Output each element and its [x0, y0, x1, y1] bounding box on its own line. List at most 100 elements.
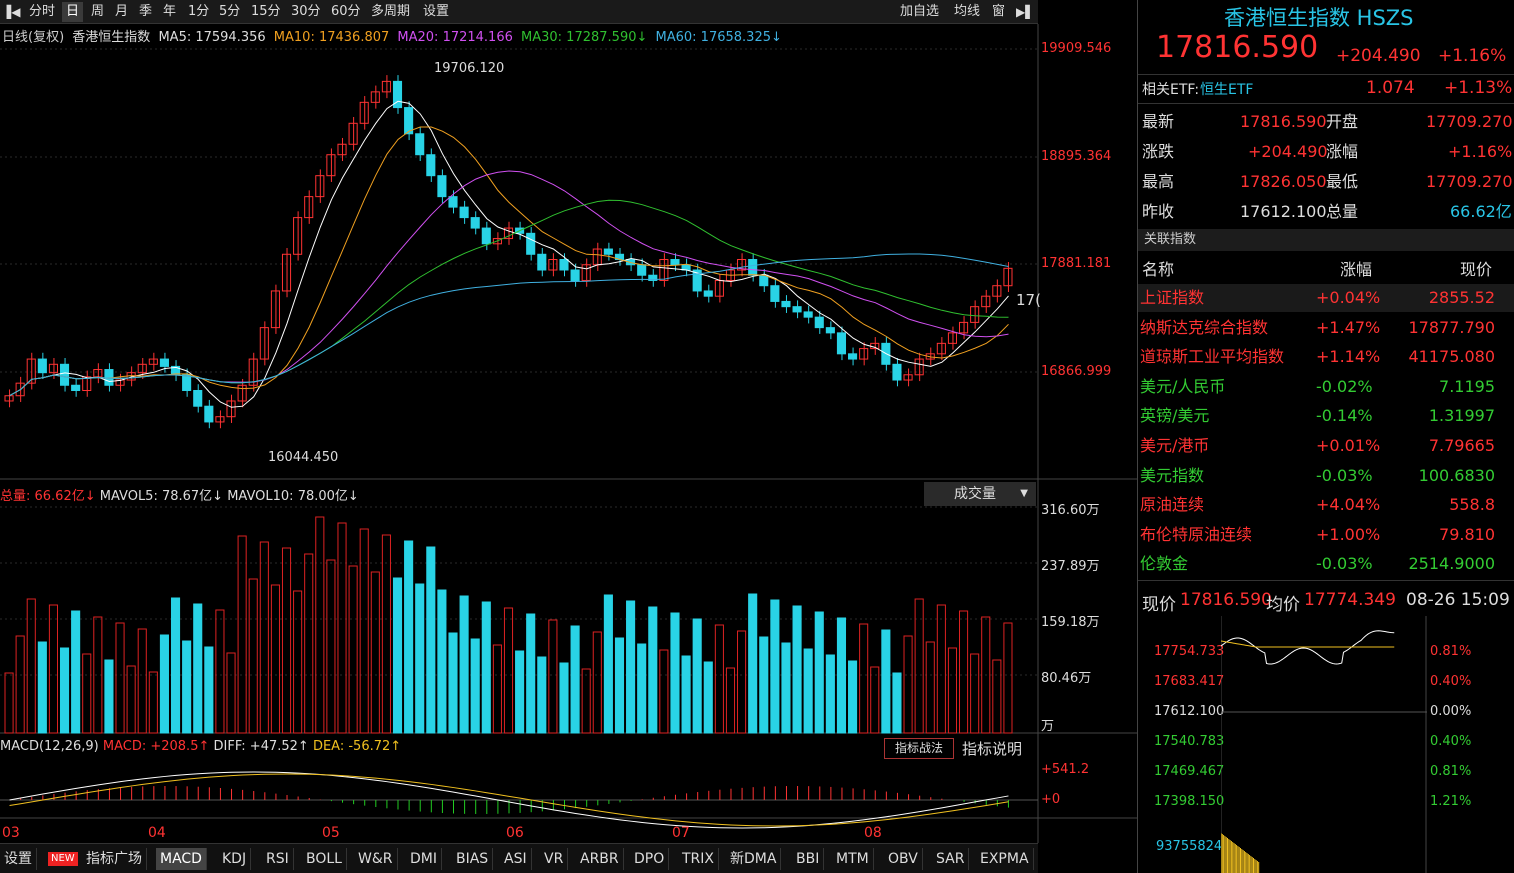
- volume-bar: [426, 546, 436, 734]
- add-favorite-button[interactable]: 加自选: [900, 4, 940, 19]
- tab-boll[interactable]: BOLL: [302, 848, 347, 870]
- tab-bias[interactable]: BIAS: [452, 848, 494, 870]
- indicator-help-button[interactable]: 指标说明: [962, 740, 1023, 758]
- ma-toggle-button[interactable]: 均线: [954, 4, 981, 19]
- related-row[interactable]: 布伦特原油连续 +1.00% 79.810: [1138, 521, 1514, 549]
- expand-right-icon[interactable]: ▶▌: [1016, 5, 1035, 19]
- tab-bbi[interactable]: BBI: [792, 848, 825, 870]
- tab-vr[interactable]: VR: [540, 848, 569, 870]
- tab-settings[interactable]: 设置: [423, 4, 450, 19]
- related-row[interactable]: 伦敦金 -0.03% 2514.9000: [1138, 550, 1514, 578]
- tab-daily[interactable]: 日: [62, 2, 84, 22]
- divider: [1138, 580, 1514, 581]
- related-pct: +1.47%: [1316, 317, 1381, 337]
- tab-dpo[interactable]: DPO: [630, 848, 670, 870]
- related-pct: -0.03%: [1316, 554, 1373, 574]
- month-label: 06: [506, 825, 524, 841]
- related-price: 2514.9000: [1408, 554, 1495, 574]
- tab-expma[interactable]: EXPMA: [976, 848, 1034, 870]
- related-row[interactable]: 纳斯达克综合指数 +1.47% 17877.790: [1138, 314, 1514, 342]
- intraday-mini-chart[interactable]: [1221, 616, 1427, 873]
- tab-15min[interactable]: 15分: [251, 4, 281, 19]
- mini-price-line: [1221, 630, 1395, 665]
- related-row[interactable]: 原油连续 +4.04% 558.8: [1138, 491, 1514, 519]
- quote-title: 香港恒生指数 HSZS: [1224, 6, 1414, 30]
- tab-dmi[interactable]: DMI: [406, 848, 442, 870]
- tab-kdj[interactable]: KDJ: [218, 848, 252, 870]
- tab-indicator-plaza[interactable]: 指标广场: [82, 848, 147, 870]
- candle-body: [470, 217, 480, 229]
- volume-bar: [781, 642, 791, 734]
- related-price: 2855.52: [1428, 288, 1495, 307]
- volume-bar: [148, 671, 158, 734]
- volume-bar: [415, 583, 425, 734]
- tab-asi[interactable]: ASI: [500, 848, 532, 870]
- volume-axis-2: 237.89万: [1041, 559, 1100, 574]
- related-row[interactable]: 美元/港币 +0.01% 7.79665: [1138, 432, 1514, 460]
- tab-rsi[interactable]: RSI: [262, 848, 294, 870]
- volume-bar: [692, 618, 702, 734]
- volume-bar: [370, 571, 380, 734]
- related-pct: +1.00%: [1316, 524, 1381, 544]
- indicator-strategy-button[interactable]: 指标战法: [884, 738, 954, 759]
- candle-body: [481, 227, 491, 245]
- etf-link[interactable]: 恒生ETF: [1200, 82, 1254, 98]
- tab-macd[interactable]: MACD: [156, 848, 207, 870]
- mini-avg-line: [1221, 640, 1395, 648]
- volume-bar: [404, 540, 414, 734]
- tab-5min[interactable]: 5分: [219, 4, 241, 19]
- tab-1min[interactable]: 1分: [188, 4, 210, 19]
- month-label: 07: [672, 825, 690, 841]
- macd-axis-2: +0: [1041, 792, 1061, 807]
- tab-new-dma[interactable]: 新DMA: [726, 848, 782, 870]
- candle-body: [792, 306, 802, 313]
- tab-quarterly[interactable]: 季: [139, 4, 153, 19]
- stat-label: 最新: [1142, 112, 1175, 131]
- volume-unit: 万: [1041, 719, 1055, 734]
- tab-multi-period[interactable]: 多周期: [371, 4, 411, 19]
- tab-wr[interactable]: W&R: [354, 848, 398, 870]
- collapse-left-icon[interactable]: ▐◀: [2, 5, 21, 19]
- candle-body: [182, 374, 192, 391]
- kline-chart[interactable]: [0, 24, 1137, 843]
- tab-trix[interactable]: TRIX: [678, 848, 719, 870]
- price-axis-3: 17881.181: [1041, 256, 1112, 271]
- related-row[interactable]: 英镑/美元 -0.14% 1.31997: [1138, 402, 1514, 430]
- related-row[interactable]: 道琼斯工业平均指数 +1.14% 41175.080: [1138, 343, 1514, 371]
- related-pct: +0.04%: [1316, 288, 1381, 307]
- related-row[interactable]: 美元指数 -0.03% 100.6830: [1138, 462, 1514, 490]
- volume-bar: [848, 660, 858, 734]
- etf-price: 1.074: [1366, 78, 1415, 98]
- tab-yearly[interactable]: 年: [163, 4, 177, 19]
- candle-body: [26, 358, 36, 384]
- candle-body: [148, 358, 158, 365]
- candle-body: [903, 374, 913, 381]
- tab-obv[interactable]: OBV: [884, 848, 923, 870]
- legend-ma20: MA20: 17214.166: [397, 30, 513, 45]
- tab-sar[interactable]: SAR: [932, 848, 970, 870]
- price-axis-4: 16866.999: [1041, 364, 1112, 379]
- related-row[interactable]: 上证指数 +0.04% 2855.52: [1138, 284, 1514, 312]
- tab-monthly[interactable]: 月: [115, 4, 129, 19]
- candle-body: [259, 327, 269, 360]
- tab-60min[interactable]: 60分: [331, 4, 361, 19]
- macd-axis-1: +541.2: [1041, 762, 1090, 777]
- related-row[interactable]: 美元/人民币 -0.02% 7.1195: [1138, 373, 1514, 401]
- volume-indicator-select[interactable]: 成交量 ▼: [924, 482, 1036, 506]
- window-button[interactable]: 窗: [992, 4, 1006, 19]
- volume-bar: [725, 667, 736, 734]
- price-axis-1: 19909.546: [1041, 41, 1112, 56]
- tab-indicator-settings[interactable]: 设置: [0, 848, 37, 870]
- stat-label: 总量: [1326, 202, 1359, 221]
- tab-weekly[interactable]: 周: [91, 4, 105, 19]
- candle-body: [859, 348, 869, 360]
- tab-mtm[interactable]: MTM: [832, 848, 874, 870]
- tab-fenshi[interactable]: 分时: [29, 4, 56, 19]
- candle-body: [448, 196, 458, 208]
- mini-axis-right: 0.40%: [1430, 734, 1472, 749]
- legend-ma30: MA30: 17287.590↓: [521, 30, 648, 45]
- tab-30min[interactable]: 30分: [291, 4, 321, 19]
- candle-body: [93, 369, 103, 378]
- tab-arbr[interactable]: ARBR: [576, 848, 624, 870]
- candle-body: [281, 253, 292, 292]
